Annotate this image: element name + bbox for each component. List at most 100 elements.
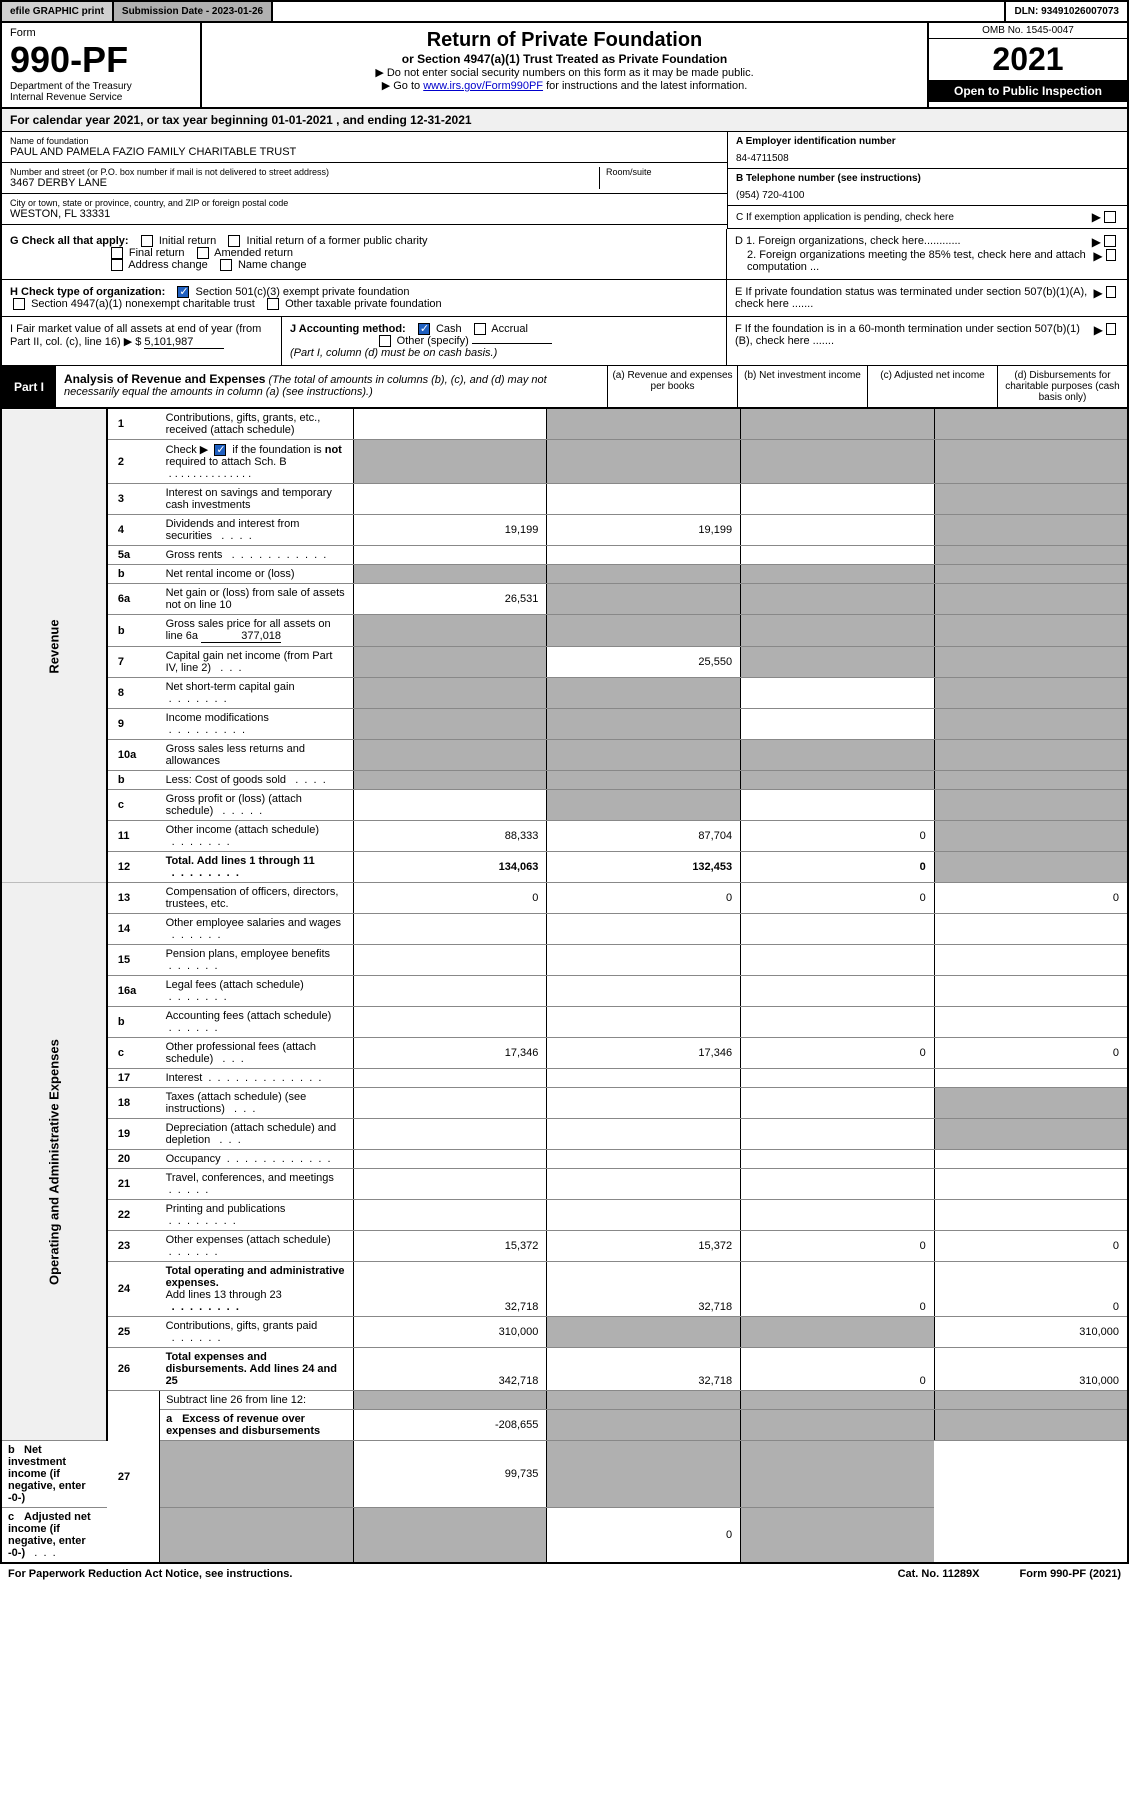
city-state-zip: WESTON, FL 33331 <box>10 208 719 220</box>
h-4947[interactable] <box>13 298 25 310</box>
j-note: (Part I, column (d) must be on cash basi… <box>290 347 497 359</box>
section-e: E If private foundation status was termi… <box>727 280 1127 316</box>
line-9: Income modifications . . . . . . . . . <box>160 709 354 740</box>
h-501c3[interactable] <box>177 286 189 298</box>
part1-table: Revenue 1Contributions, gifts, grants, e… <box>0 409 1129 1564</box>
g-name-change[interactable] <box>220 259 232 271</box>
g-amended[interactable] <box>197 247 209 259</box>
d1-checkbox[interactable] <box>1104 235 1116 247</box>
phone-label: B Telephone number (see instructions) <box>736 173 1119 184</box>
street-address: 3467 DERBY LANE <box>10 177 599 189</box>
line-21: Travel, conferences, and meetings . . . … <box>160 1169 354 1200</box>
line-10b: Less: Cost of goods sold . . . . <box>160 771 354 790</box>
line-27a: aExcess of revenue over expenses and dis… <box>160 1410 354 1441</box>
section-j: J Accounting method: Cash Accrual Other … <box>282 317 727 365</box>
line-14: Other employee salaries and wages . . . … <box>160 914 354 945</box>
cat-no: Cat. No. 11289X <box>898 1568 980 1580</box>
form-header: Form 990-PF Department of the Treasury I… <box>0 23 1129 109</box>
phone-value: (954) 720-4100 <box>736 184 1119 201</box>
line-27: Subtract line 26 from line 12: <box>160 1391 354 1410</box>
room-label: Room/suite <box>606 167 719 177</box>
dept-irs: Internal Revenue Service <box>10 92 192 103</box>
foundation-name: PAUL AND PAMELA FAZIO FAMILY CHARITABLE … <box>10 146 719 158</box>
h-other-taxable[interactable] <box>267 298 279 310</box>
note-goto: ▶ Go to www.irs.gov/Form990PF for instru… <box>208 79 921 92</box>
addr-label: Number and street (or P.O. box number if… <box>10 167 599 177</box>
line-16b: Accounting fees (attach schedule) . . . … <box>160 1007 354 1038</box>
schb-checkbox[interactable] <box>214 444 226 456</box>
part1-label: Part I <box>2 366 56 407</box>
line-10a: Gross sales less returns and allowances <box>160 740 354 771</box>
line-7: Capital gain net income (from Part IV, l… <box>160 647 354 678</box>
line-5b: Net rental income or (loss) <box>160 565 354 584</box>
col-b-hdr: (b) Net investment income <box>737 366 867 407</box>
dept-treasury: Department of the Treasury <box>10 81 192 92</box>
line-8: Net short-term capital gain . . . . . . … <box>160 678 354 709</box>
form-ref: Form 990-PF (2021) <box>1020 1568 1121 1580</box>
c-checkbox[interactable] <box>1104 211 1116 223</box>
j-other[interactable] <box>379 335 391 347</box>
line-12: Total. Add lines 1 through 11 . . . . . … <box>160 852 354 883</box>
line-24: Total operating and administrative expen… <box>160 1262 354 1317</box>
name-label: Name of foundation <box>10 136 719 146</box>
ein-label: A Employer identification number <box>736 136 1119 147</box>
section-h: H Check type of organization: Section 50… <box>2 280 727 316</box>
g-initial-former[interactable] <box>228 235 240 247</box>
line-5a: Gross rents . . . . . . . . . . . <box>160 546 354 565</box>
line-27b: bNet investment income (if negative, ent… <box>1 1441 107 1508</box>
form-number: 990-PF <box>10 39 192 81</box>
form-label: Form <box>10 27 192 39</box>
line-16a: Legal fees (attach schedule) . . . . . .… <box>160 976 354 1007</box>
line-11: Other income (attach schedule) . . . . .… <box>160 821 354 852</box>
expenses-side: Operating and Administrative Expenses <box>1 883 107 1441</box>
part1-header: Part I Analysis of Revenue and Expenses … <box>0 366 1129 409</box>
foundation-info: Name of foundation PAUL AND PAMELA FAZIO… <box>0 132 1129 229</box>
section-i: I Fair market value of all assets at end… <box>2 317 282 365</box>
col-a-hdr: (a) Revenue and expenses per books <box>607 366 737 407</box>
ein-value: 84-4711508 <box>736 147 1119 164</box>
j-cash[interactable] <box>418 323 430 335</box>
c-label: C If exemption application is pending, c… <box>736 212 954 223</box>
line-6b: Gross sales price for all assets on line… <box>160 615 354 647</box>
form-title: Return of Private Foundation <box>208 29 921 52</box>
line-19: Depreciation (attach schedule) and deple… <box>160 1119 354 1150</box>
d2-checkbox[interactable] <box>1106 249 1116 261</box>
topbar: efile GRAPHIC print Submission Date - 20… <box>0 0 1129 23</box>
g-initial-return[interactable] <box>141 235 153 247</box>
col-d-hdr: (d) Disbursements for charitable purpose… <box>997 366 1127 407</box>
line-27c: cAdjusted net income (if negative, enter… <box>1 1508 107 1564</box>
f-checkbox[interactable] <box>1106 323 1116 335</box>
calendar-year: For calendar year 2021, or tax year begi… <box>0 109 1129 132</box>
g-final-return[interactable] <box>111 247 123 259</box>
line-20: Occupancy . . . . . . . . . . . . <box>160 1150 354 1169</box>
j-accrual[interactable] <box>474 323 486 335</box>
line-17: Interest . . . . . . . . . . . . . <box>160 1069 354 1088</box>
submission-date: Submission Date - 2023-01-26 <box>114 2 273 21</box>
page-footer: For Paperwork Reduction Act Notice, see … <box>0 1564 1129 1584</box>
paperwork-notice: For Paperwork Reduction Act Notice, see … <box>8 1568 292 1580</box>
city-label: City or town, state or province, country… <box>10 198 719 208</box>
line-23: Other expenses (attach schedule) . . . .… <box>160 1231 354 1262</box>
g-address-change[interactable] <box>111 259 123 271</box>
arrow-icon: ▶ <box>1092 210 1101 224</box>
line-18: Taxes (attach schedule) (see instruction… <box>160 1088 354 1119</box>
form-subtitle: or Section 4947(a)(1) Trust Treated as P… <box>208 52 921 66</box>
irs-link[interactable]: www.irs.gov/Form990PF <box>423 80 543 92</box>
line-3: Interest on savings and temporary cash i… <box>160 484 354 515</box>
line-16c: Other professional fees (attach schedule… <box>160 1038 354 1069</box>
section-g: G Check all that apply: Initial return I… <box>2 229 727 279</box>
line-4: Dividends and interest from securities .… <box>160 515 354 546</box>
efile-print-btn[interactable]: efile GRAPHIC print <box>2 2 114 21</box>
line-2: Check ▶ if the foundation is not require… <box>160 440 354 484</box>
part1-title: Analysis of Revenue and Expenses <box>64 372 265 386</box>
section-f: F If the foundation is in a 60-month ter… <box>727 317 1127 365</box>
open-inspection: Open to Public Inspection <box>929 80 1127 102</box>
col-c-hdr: (c) Adjusted net income <box>867 366 997 407</box>
revenue-side: Revenue <box>1 409 107 883</box>
e-checkbox[interactable] <box>1106 286 1116 298</box>
dln: DLN: 93491026007073 <box>1004 2 1127 21</box>
line-6a: Net gain or (loss) from sale of assets n… <box>160 584 354 615</box>
line-26: Total expenses and disbursements. Add li… <box>160 1348 354 1391</box>
note-ssn: ▶ Do not enter social security numbers o… <box>208 66 921 79</box>
fmv-value: 5,101,987 <box>144 336 224 349</box>
